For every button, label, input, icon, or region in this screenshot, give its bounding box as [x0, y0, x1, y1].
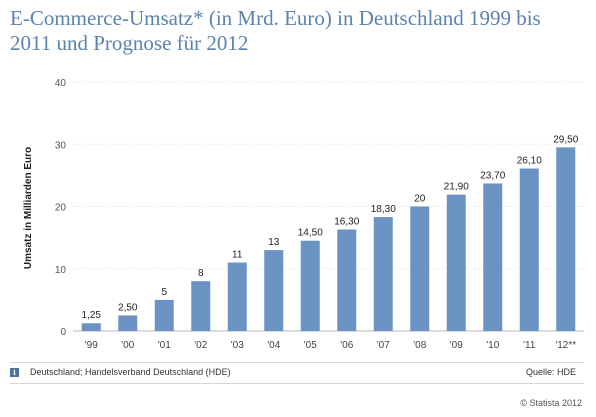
x-tick-label: '10	[486, 340, 499, 351]
chart-footer: i Deutschland; Handelsverband Deutschlan…	[10, 362, 584, 384]
bar	[337, 229, 357, 331]
y-tick-label: 0	[60, 327, 66, 338]
x-tick-label: '99	[85, 340, 98, 351]
bar	[81, 323, 101, 331]
data-label: 20	[414, 194, 426, 205]
y-tick-label: 30	[55, 140, 67, 151]
data-label: 23,70	[480, 170, 505, 181]
x-tick-label: '08	[413, 340, 426, 351]
y-axis-ticks: 0 10 20 30 40	[55, 78, 67, 338]
bar	[410, 206, 430, 331]
x-tick-label: '02	[194, 340, 207, 351]
data-label: 5	[161, 287, 167, 298]
data-labels: 1,25 2,50 5 8 11 13 14,50 16,30 18,30 20 21,90 23,7…	[82, 134, 579, 321]
y-tick-label: 10	[55, 265, 67, 276]
data-label: 8	[198, 268, 204, 279]
x-tick-label: '05	[304, 340, 317, 351]
y-tick-label: 20	[55, 203, 67, 214]
bar	[118, 315, 138, 331]
data-label: 2,50	[118, 302, 138, 313]
y-axis-label: Umsatz in Milliarden Euro	[23, 147, 34, 269]
bar	[154, 299, 174, 331]
info-icon[interactable]: i	[10, 368, 19, 377]
bar	[227, 262, 247, 331]
gridlines	[73, 81, 584, 332]
bar	[264, 250, 284, 331]
y-tick-label: 40	[55, 78, 67, 89]
bar-chart: 0 10 20 30 40 1,25 2,50 5 8 11 13 14,50 16,30 18,30 2…	[23, 78, 584, 351]
bars	[81, 147, 576, 331]
bar	[556, 147, 576, 331]
x-tick-label: '04	[267, 340, 280, 351]
x-tick-label: '12**	[555, 340, 576, 351]
data-label: 1,25	[82, 310, 102, 321]
copyright: © Statista 2012	[520, 398, 582, 408]
x-tick-label: '07	[377, 340, 390, 351]
bar	[446, 194, 466, 331]
source-label: Quelle: HDE	[525, 367, 576, 377]
x-tick-label: '00	[121, 340, 134, 351]
x-tick-label: '03	[231, 340, 244, 351]
data-label: 26,10	[517, 156, 542, 167]
data-label: 11	[232, 250, 243, 261]
x-tick-label: '11	[523, 340, 536, 351]
x-tick-label: '01	[158, 340, 171, 351]
bar	[373, 217, 393, 331]
bar	[300, 240, 320, 331]
footer-note: Deutschland; Handelsverband Deutschland …	[30, 367, 231, 377]
chart-title: E-Commerce-Umsatz* (in Mrd. Euro) in Deu…	[10, 6, 541, 55]
bar	[519, 168, 539, 331]
data-label: 16,30	[334, 217, 359, 228]
bar	[191, 281, 211, 331]
data-label: 14,50	[298, 228, 323, 239]
data-label: 13	[268, 237, 280, 248]
bar	[483, 183, 503, 331]
data-label: 29,50	[553, 134, 578, 145]
data-label: 18,30	[371, 204, 396, 215]
x-tick-label: '09	[450, 340, 463, 351]
x-tick-label: '06	[340, 340, 353, 351]
data-label: 21,90	[444, 182, 469, 193]
x-axis-ticks: '99 '00 '01 '02 '03 '04 '05 '06 '07 '08 '09 '10 '11 '…	[85, 340, 577, 351]
